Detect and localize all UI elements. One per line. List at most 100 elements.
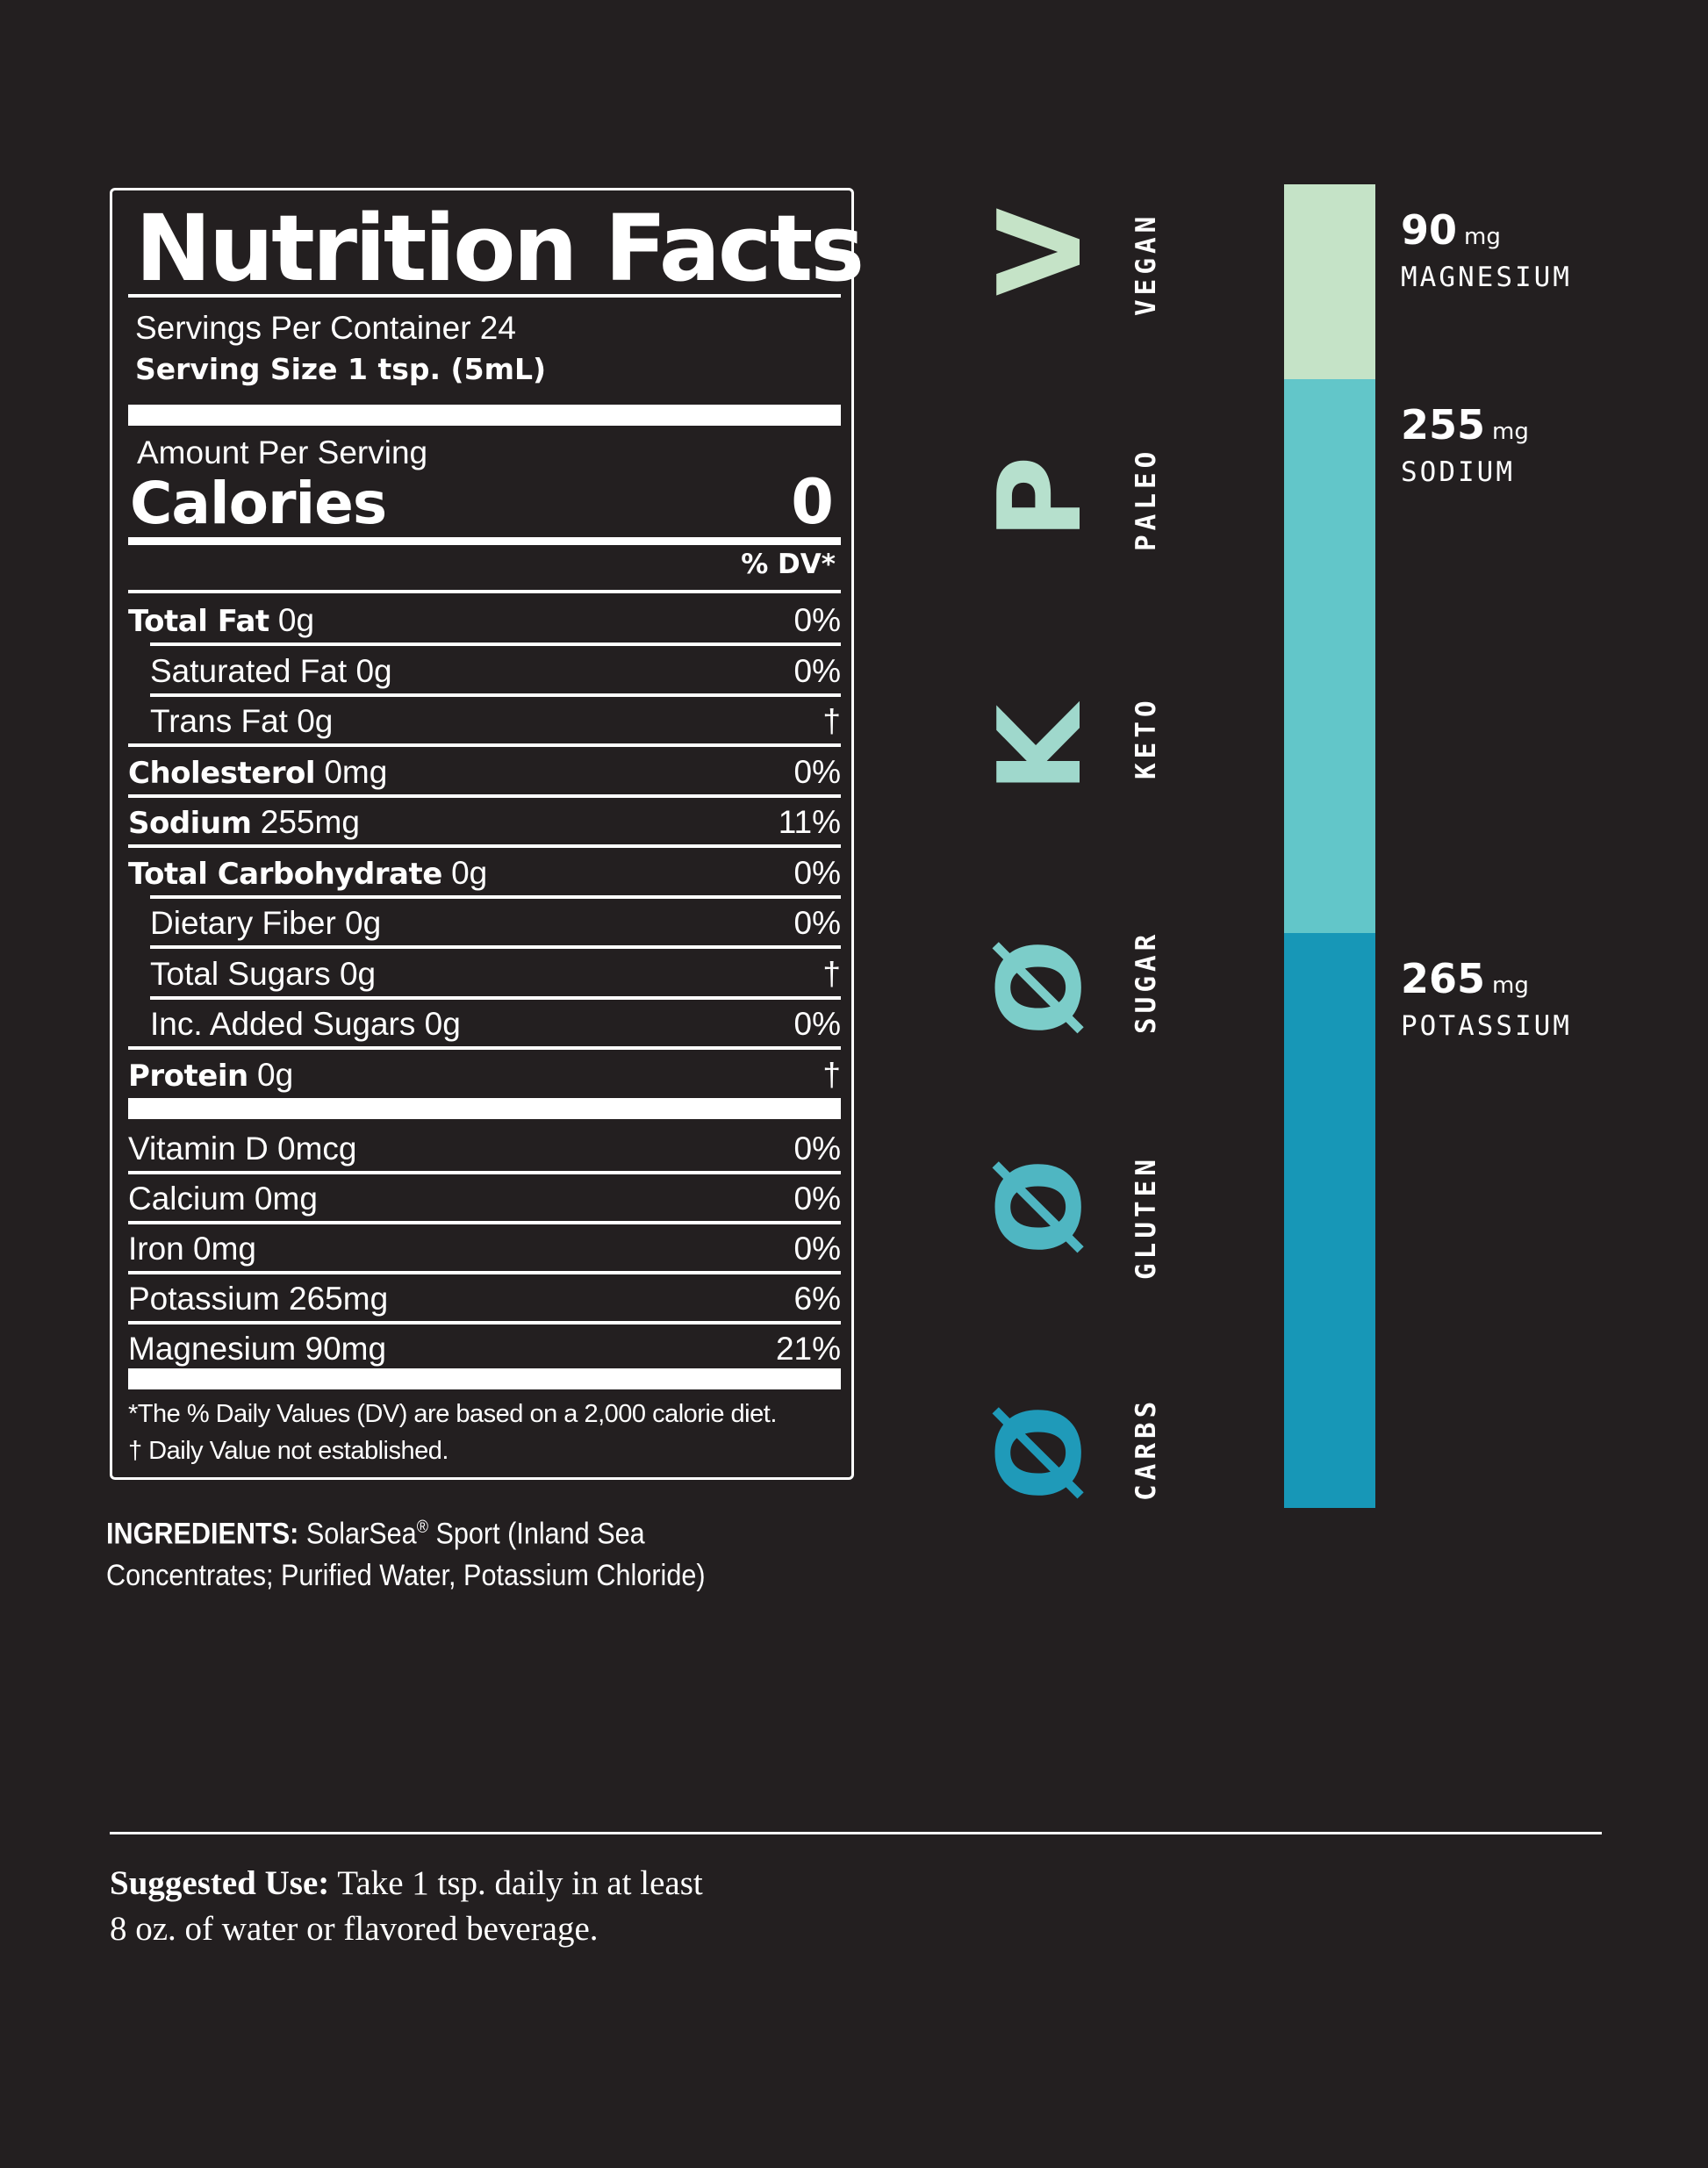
nutrient-dv: 0%: [793, 1006, 841, 1042]
nutrient-name: Total Carbohydrate 0g: [128, 855, 487, 892]
registered-mark: ®: [416, 1518, 428, 1537]
row-rule: [150, 894, 841, 899]
dv-rule: [128, 590, 841, 593]
nutrient-amount: 0g: [248, 1056, 294, 1093]
nutrient-name: Dietary Fiber 0g: [150, 905, 381, 942]
nutrient-bold-label: Total Fat: [128, 604, 269, 639]
nutrient-bold-label: Cholesterol: [128, 755, 316, 791]
paleo-badge-icon: P: [973, 441, 1107, 555]
daily-value-header: % DV*: [741, 549, 836, 580]
row-rule: [128, 1046, 841, 1050]
amount-per-serving: Amount Per Serving: [137, 434, 428, 470]
suggested-use-divider: [110, 1832, 1602, 1834]
badge-glyph: Ø: [973, 1158, 1107, 1256]
nutrient-amount: 0g: [441, 854, 488, 891]
suggested-use: Suggested Use: Take 1 tsp. daily in at l…: [110, 1861, 724, 1952]
thick-rule-2: [128, 1098, 841, 1119]
nutrient-dv: 0%: [793, 905, 841, 941]
ingredients-label: INGREDIENTS:: [106, 1517, 299, 1551]
keto-badge-icon: K: [973, 692, 1107, 806]
row-rule: [150, 693, 841, 697]
sodium-label: SODIUM: [1401, 456, 1515, 489]
nutrient-name: Saturated Fat 0g: [150, 653, 392, 690]
nutrient-name: Inc. Added Sugars 0g: [150, 1006, 461, 1043]
nutrient-bold-label: Sodium: [128, 806, 252, 841]
vegan-badge-label: VEGAN: [1130, 212, 1162, 316]
row-rule: [150, 995, 841, 1000]
magnesium-bar-segment: [1284, 184, 1375, 380]
vitamin-dv: 0%: [793, 1231, 841, 1267]
mineral-unit: mg: [1492, 419, 1529, 446]
vitamin-dv: 6%: [793, 1281, 841, 1317]
nutrient-dv: 0%: [793, 854, 841, 891]
nutrient-dv: †: [822, 703, 841, 739]
nutrient-row: Cholesterol 0mg 0%: [128, 747, 841, 798]
mineral-amount-value: 265: [1401, 954, 1486, 1002]
magnesium-amount: 90 mg: [1401, 206, 1501, 254]
nutrient-row: Total Sugars 0g †: [128, 949, 841, 1000]
vegan-badge-icon: V: [973, 195, 1107, 309]
nutrient-amount: Saturated Fat 0g: [150, 652, 392, 689]
magnesium-label: MAGNESIUM: [1401, 262, 1572, 293]
nutrient-name: Trans Fat 0g: [150, 703, 333, 740]
vitamin-row: Iron 0mg 0%: [128, 1224, 841, 1274]
nutrient-row: Saturated Fat 0g 0%: [128, 646, 841, 697]
vitamin-dv: 21%: [775, 1331, 841, 1367]
vitamin-name: Vitamin D 0mcg: [128, 1131, 357, 1167]
nutrient-name: Total Sugars 0g: [150, 956, 376, 993]
thick-rule-1: [128, 405, 841, 426]
vitamin-name: Iron 0mg: [128, 1231, 257, 1267]
nutrient-amount: 255mg: [251, 804, 360, 840]
nutrient-dv: †: [822, 955, 841, 992]
ingredients: INGREDIENTS: SolarSea® Sport (Inland Sea…: [106, 1506, 801, 1597]
suggested-use-text: Take 1 tsp. daily in at least 8 oz. of w…: [110, 1864, 703, 1948]
nutrient-row: Protein 0g †: [128, 1050, 841, 1101]
row-rule: [128, 1171, 841, 1174]
nutrient-amount: Dietary Fiber 0g: [150, 905, 382, 941]
ingredients-text-2: Sport (Inland Sea Concentrates; Purified…: [106, 1517, 706, 1593]
nutrient-dv: †: [822, 1056, 841, 1093]
nutrient-name: Total Fat 0g: [128, 602, 314, 639]
keto-badge-label: KETO: [1130, 696, 1162, 779]
potassium-label: POTASSIUM: [1401, 1009, 1572, 1042]
sodium-amount: 255 mg: [1401, 401, 1529, 449]
nutrient-amount: 0g: [269, 602, 315, 638]
sugar-badge-label: SUGAR: [1130, 930, 1162, 1034]
nutrient-row: Sodium 255mg 11%: [128, 797, 841, 848]
calories-rule: [128, 537, 841, 545]
footnote-dagger: † Daily Value not established.: [128, 1437, 449, 1465]
vitamin-row: Potassium 265mg 6%: [128, 1274, 841, 1324]
nutrient-amount: 0mg: [315, 753, 388, 790]
nutrient-name: Cholesterol 0mg: [128, 754, 387, 791]
mineral-unit: mg: [1464, 224, 1501, 250]
calories-label: Calories: [130, 470, 387, 537]
row-rule: [150, 643, 841, 646]
nutrient-name: Sodium 255mg: [128, 804, 360, 841]
gluten-badge-icon: Ø: [973, 1150, 1107, 1264]
sodium-bar-segment: [1284, 379, 1375, 933]
carbs-badge-label: CARBS: [1130, 1396, 1162, 1501]
mineral-amount-value: 255: [1401, 401, 1486, 449]
servings-per-container: Servings Per Container 24: [135, 310, 516, 346]
badge-glyph: P: [973, 456, 1107, 540]
calories-value: 0: [791, 466, 834, 538]
nutrient-dv: 0%: [793, 652, 841, 689]
potassium-bar-segment: [1284, 932, 1375, 1508]
nutrient-bold-label: Total Carbohydrate: [128, 856, 442, 892]
nutrient-name: Protein 0g: [128, 1057, 293, 1094]
vitamin-dv: 0%: [793, 1131, 841, 1167]
vitamin-row: Magnesium 90mg 21%: [128, 1324, 841, 1375]
mineral-unit: mg: [1492, 972, 1529, 999]
nutrient-dv: 0%: [793, 602, 841, 638]
gluten-badge-label: GLUTEN: [1130, 1155, 1162, 1280]
carbs-badge-icon: Ø: [973, 1396, 1107, 1510]
nutrient-amount: Inc. Added Sugars 0g: [150, 1006, 461, 1042]
nutrient-amount: Trans Fat 0g: [150, 703, 334, 739]
nutrient-row: Total Fat 0g 0%: [128, 595, 841, 646]
serving-size: Serving Size 1 tsp. (5mL): [135, 352, 547, 386]
thick-rule-3: [128, 1368, 841, 1389]
row-rule: [128, 743, 841, 747]
nutrition-facts-title: Nutrition Facts: [135, 195, 865, 302]
nutrition-facts-panel: Nutrition Facts Servings Per Container 2…: [110, 188, 865, 1480]
nutrient-amount: Total Sugars 0g: [150, 955, 377, 992]
